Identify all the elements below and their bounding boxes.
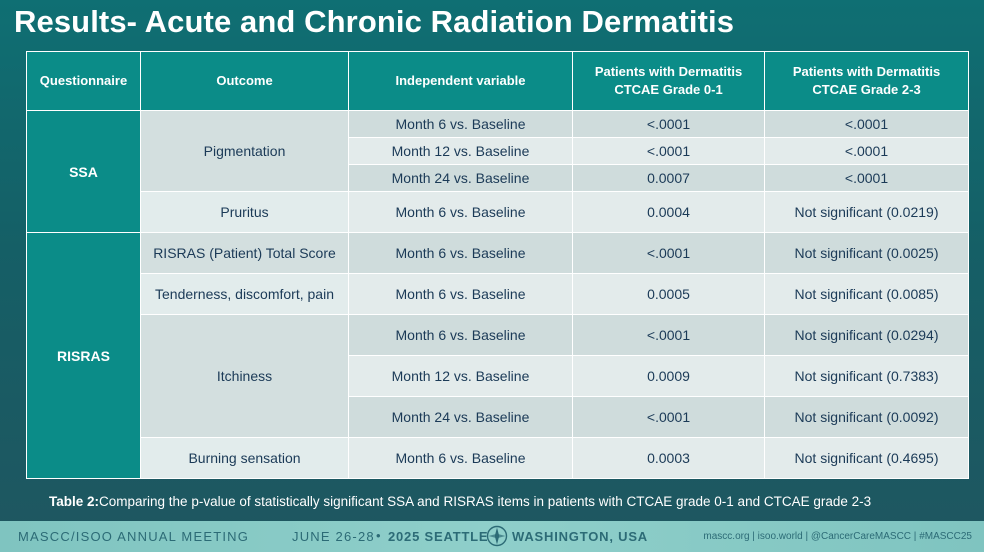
cell-grade-0-1: <.0001 <box>572 314 765 356</box>
header-grade-2-3-line2: CTCAE Grade 2-3 <box>812 82 921 97</box>
footer-meeting-name: MASCC/ISOO ANNUAL MEETING <box>18 529 250 544</box>
caption-text: Comparing the p-value of statistically s… <box>99 494 872 509</box>
outcome-pigmentation: Pigmentation <box>140 110 349 192</box>
cell-grade-2-3: Not significant (0.0092) <box>764 396 969 438</box>
footer-separator: • <box>376 528 381 543</box>
conference-footer: MASCC/ISOO ANNUAL MEETING JUNE 26-28 • 2… <box>0 521 984 552</box>
table-header-row: Questionnaire Outcome Independent variab… <box>26 51 969 111</box>
outcome-pruritus: Pruritus <box>140 191 349 233</box>
cell-variable: Month 6 vs. Baseline <box>348 191 573 233</box>
header-independent-variable: Independent variable <box>348 51 573 111</box>
cell-variable: Month 24 vs. Baseline <box>348 396 573 438</box>
header-questionnaire: Questionnaire <box>26 51 141 111</box>
footer-year-city: 2025 SEATTLE <box>388 529 489 544</box>
cell-grade-0-1: 0.0003 <box>572 437 765 479</box>
cell-grade-0-1: 0.0005 <box>572 273 765 315</box>
outcome-risras-total: RISRAS (Patient) Total Score <box>140 232 349 274</box>
caption-label: Table 2: <box>49 494 100 509</box>
cell-variable: Month 6 vs. Baseline <box>348 273 573 315</box>
cell-variable: Month 6 vs. Baseline <box>348 232 573 274</box>
cell-grade-2-3: Not significant (0.7383) <box>764 355 969 397</box>
table-caption: Table 2:Comparing the p-value of statist… <box>49 494 871 509</box>
outcome-tenderness: Tenderness, discomfort, pain <box>140 273 349 315</box>
cell-variable: Month 6 vs. Baseline <box>348 110 573 138</box>
cell-grade-0-1: 0.0009 <box>572 355 765 397</box>
cell-grade-2-3: Not significant (0.0219) <box>764 191 969 233</box>
table-row: Pruritus Month 6 vs. Baseline 0.0004 Not… <box>27 191 969 233</box>
table-row: Month 24 vs. Baseline <.0001 Not signifi… <box>27 396 969 438</box>
cell-variable: Month 12 vs. Baseline <box>348 137 573 165</box>
results-table: Questionnaire Outcome Independent variab… <box>26 51 969 479</box>
table-row: Tenderness, discomfort, pain Month 6 vs.… <box>27 273 969 315</box>
cell-grade-0-1: 0.0004 <box>572 191 765 233</box>
cell-grade-0-1: 0.0007 <box>572 164 765 192</box>
header-grade-2-3: Patients with Dermatitis CTCAE Grade 2-3 <box>764 51 969 111</box>
table-row: Burning sensation Month 6 vs. Baseline 0… <box>27 437 969 479</box>
cell-grade-2-3: Not significant (0.4695) <box>764 437 969 479</box>
footer-dates: JUNE 26-28 <box>292 529 375 544</box>
header-outcome: Outcome <box>140 51 349 111</box>
outcome-burning: Burning sensation <box>140 437 349 479</box>
cell-grade-0-1: <.0001 <box>572 110 765 138</box>
header-grade-0-1-line1: Patients with Dermatitis <box>594 64 743 79</box>
footer-state: WASHINGTON, USA <box>512 529 648 544</box>
table-row: RISRAS RISRAS (Patient) Total Score Mont… <box>26 232 969 479</box>
table-row: SSA Pigmentation Month 6 vs. Baseline <.… <box>26 110 969 233</box>
outcome-itchiness: Itchiness <box>140 314 349 438</box>
header-grade-2-3-line1: Patients with Dermatitis <box>792 64 941 79</box>
cell-grade-2-3: <.0001 <box>764 137 969 165</box>
cell-grade-2-3: Not significant (0.0085) <box>764 273 969 315</box>
cell-variable: Month 12 vs. Baseline <box>348 355 573 397</box>
header-grade-0-1-line2: CTCAE Grade 0-1 <box>614 82 723 97</box>
header-grade-0-1: Patients with Dermatitis CTCAE Grade 0-1 <box>572 51 765 111</box>
compass-logo-icon <box>486 525 508 547</box>
cell-variable: Month 6 vs. Baseline <box>348 437 573 479</box>
cell-grade-2-3: Not significant (0.0025) <box>764 232 969 274</box>
cell-variable: Month 24 vs. Baseline <box>348 164 573 192</box>
table-row: Month 24 vs. Baseline 0.0007 <.0001 <box>27 164 969 192</box>
footer-links: mascc.org | isoo.world | @CancerCareMASC… <box>703 531 972 542</box>
cell-grade-0-1: <.0001 <box>572 137 765 165</box>
cell-grade-2-3: <.0001 <box>764 110 969 138</box>
cell-variable: Month 6 vs. Baseline <box>348 314 573 356</box>
table-row: Itchiness Month 6 vs. Baseline <.0001 No… <box>27 314 969 438</box>
cell-grade-0-1: <.0001 <box>572 396 765 438</box>
cell-grade-0-1: <.0001 <box>572 232 765 274</box>
slide-title: Results- Acute and Chronic Radiation Der… <box>14 4 735 39</box>
table-row: Month 12 vs. Baseline 0.0009 Not signifi… <box>27 355 969 397</box>
group-risras: RISRAS <box>26 232 141 479</box>
cell-grade-2-3: Not significant (0.0294) <box>764 314 969 356</box>
cell-grade-2-3: <.0001 <box>764 164 969 192</box>
group-ssa: SSA <box>26 110 141 233</box>
table-row: Month 12 vs. Baseline <.0001 <.0001 <box>27 137 969 165</box>
